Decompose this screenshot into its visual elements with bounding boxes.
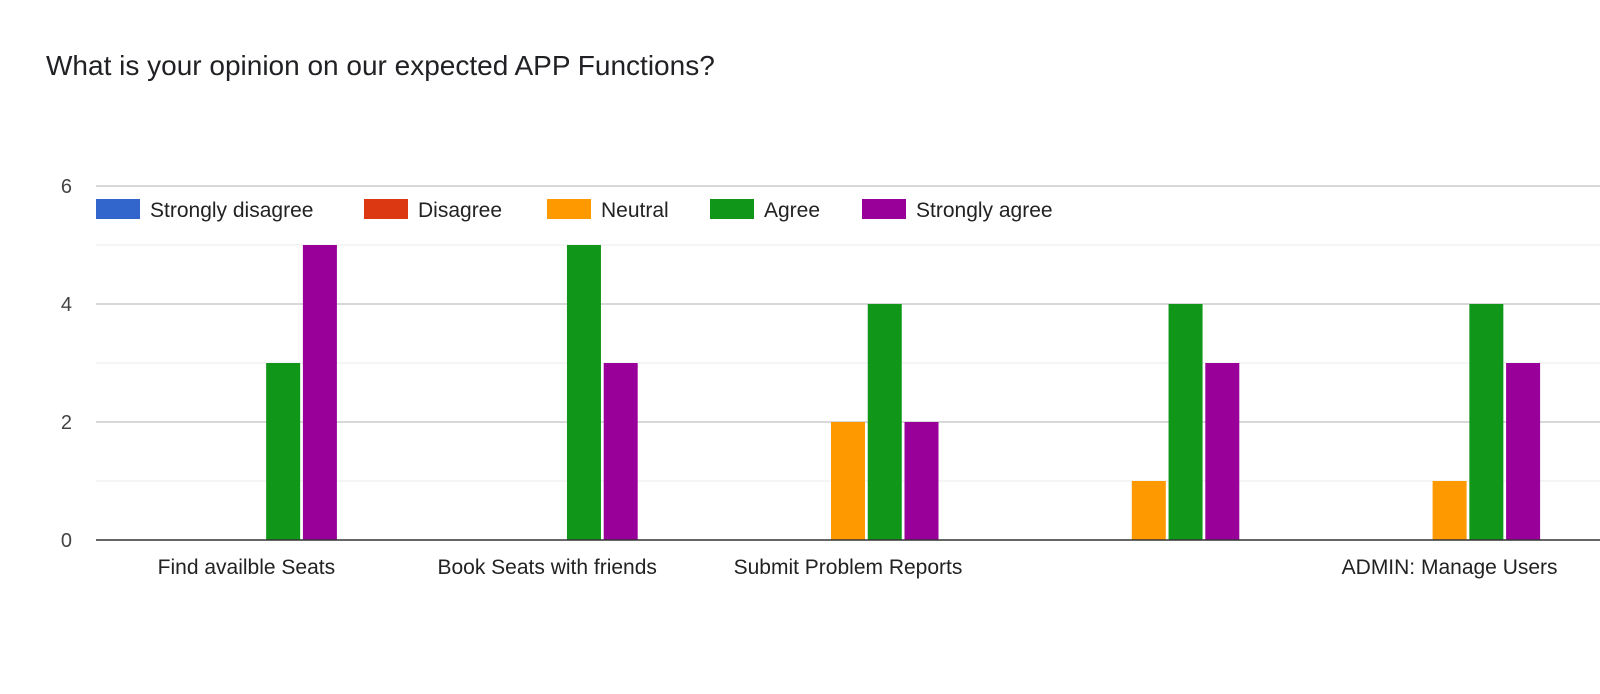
bar-neutral [1432,481,1467,540]
bar-strongly-agree [603,363,638,540]
legend-swatch [862,199,906,219]
bar-neutral [831,422,865,540]
x-axis-labels: Find availble Seats Book Seats with frien… [158,556,1558,579]
bar-agree [566,245,601,540]
legend-swatch [710,199,754,219]
x-tick-label: ADMIN: Manage Users [1342,556,1558,579]
bar-agree [266,363,301,540]
bars [266,245,1541,540]
legend-item: Strongly agree [862,199,1053,222]
legend-item: Agree [710,199,820,222]
legend-swatch [96,199,140,219]
y-tick-label: 4 [61,294,72,316]
bar-strongly-agree [1506,363,1541,540]
chart-title: What is your opinion on our expected APP… [46,50,715,81]
legend-label: Strongly agree [916,199,1053,222]
bar-strongly-agree [904,422,939,540]
x-tick-label: Submit Problem Reports [734,556,963,579]
legend-item: Strongly disagree [96,199,313,222]
legend-item: Disagree [364,199,502,222]
legend: Strongly disagree Disagree Neutral Agree Str… [96,199,1053,222]
bar-neutral [1131,481,1166,540]
y-tick-label: 6 [61,176,72,198]
legend-swatch [364,199,408,219]
bar-strongly-agree [302,245,337,540]
legend-label: Agree [764,199,820,222]
legend-swatch [547,199,591,219]
y-tick-label: 2 [61,412,72,434]
x-tick-label: Find availble Seats [158,556,335,579]
bar-agree [867,304,902,540]
legend-label: Disagree [418,199,502,222]
y-tick-label: 0 [61,530,72,552]
bar-agree [1469,304,1504,540]
bar-strongly-agree [1205,363,1240,540]
y-axis-ticks: 0 2 4 6 [61,176,72,552]
legend-label: Strongly disagree [150,199,313,222]
legend-label: Neutral [601,199,669,222]
x-tick-label: Book Seats with friends [437,556,656,579]
legend-item: Neutral [547,199,669,222]
bar-agree [1168,304,1203,540]
